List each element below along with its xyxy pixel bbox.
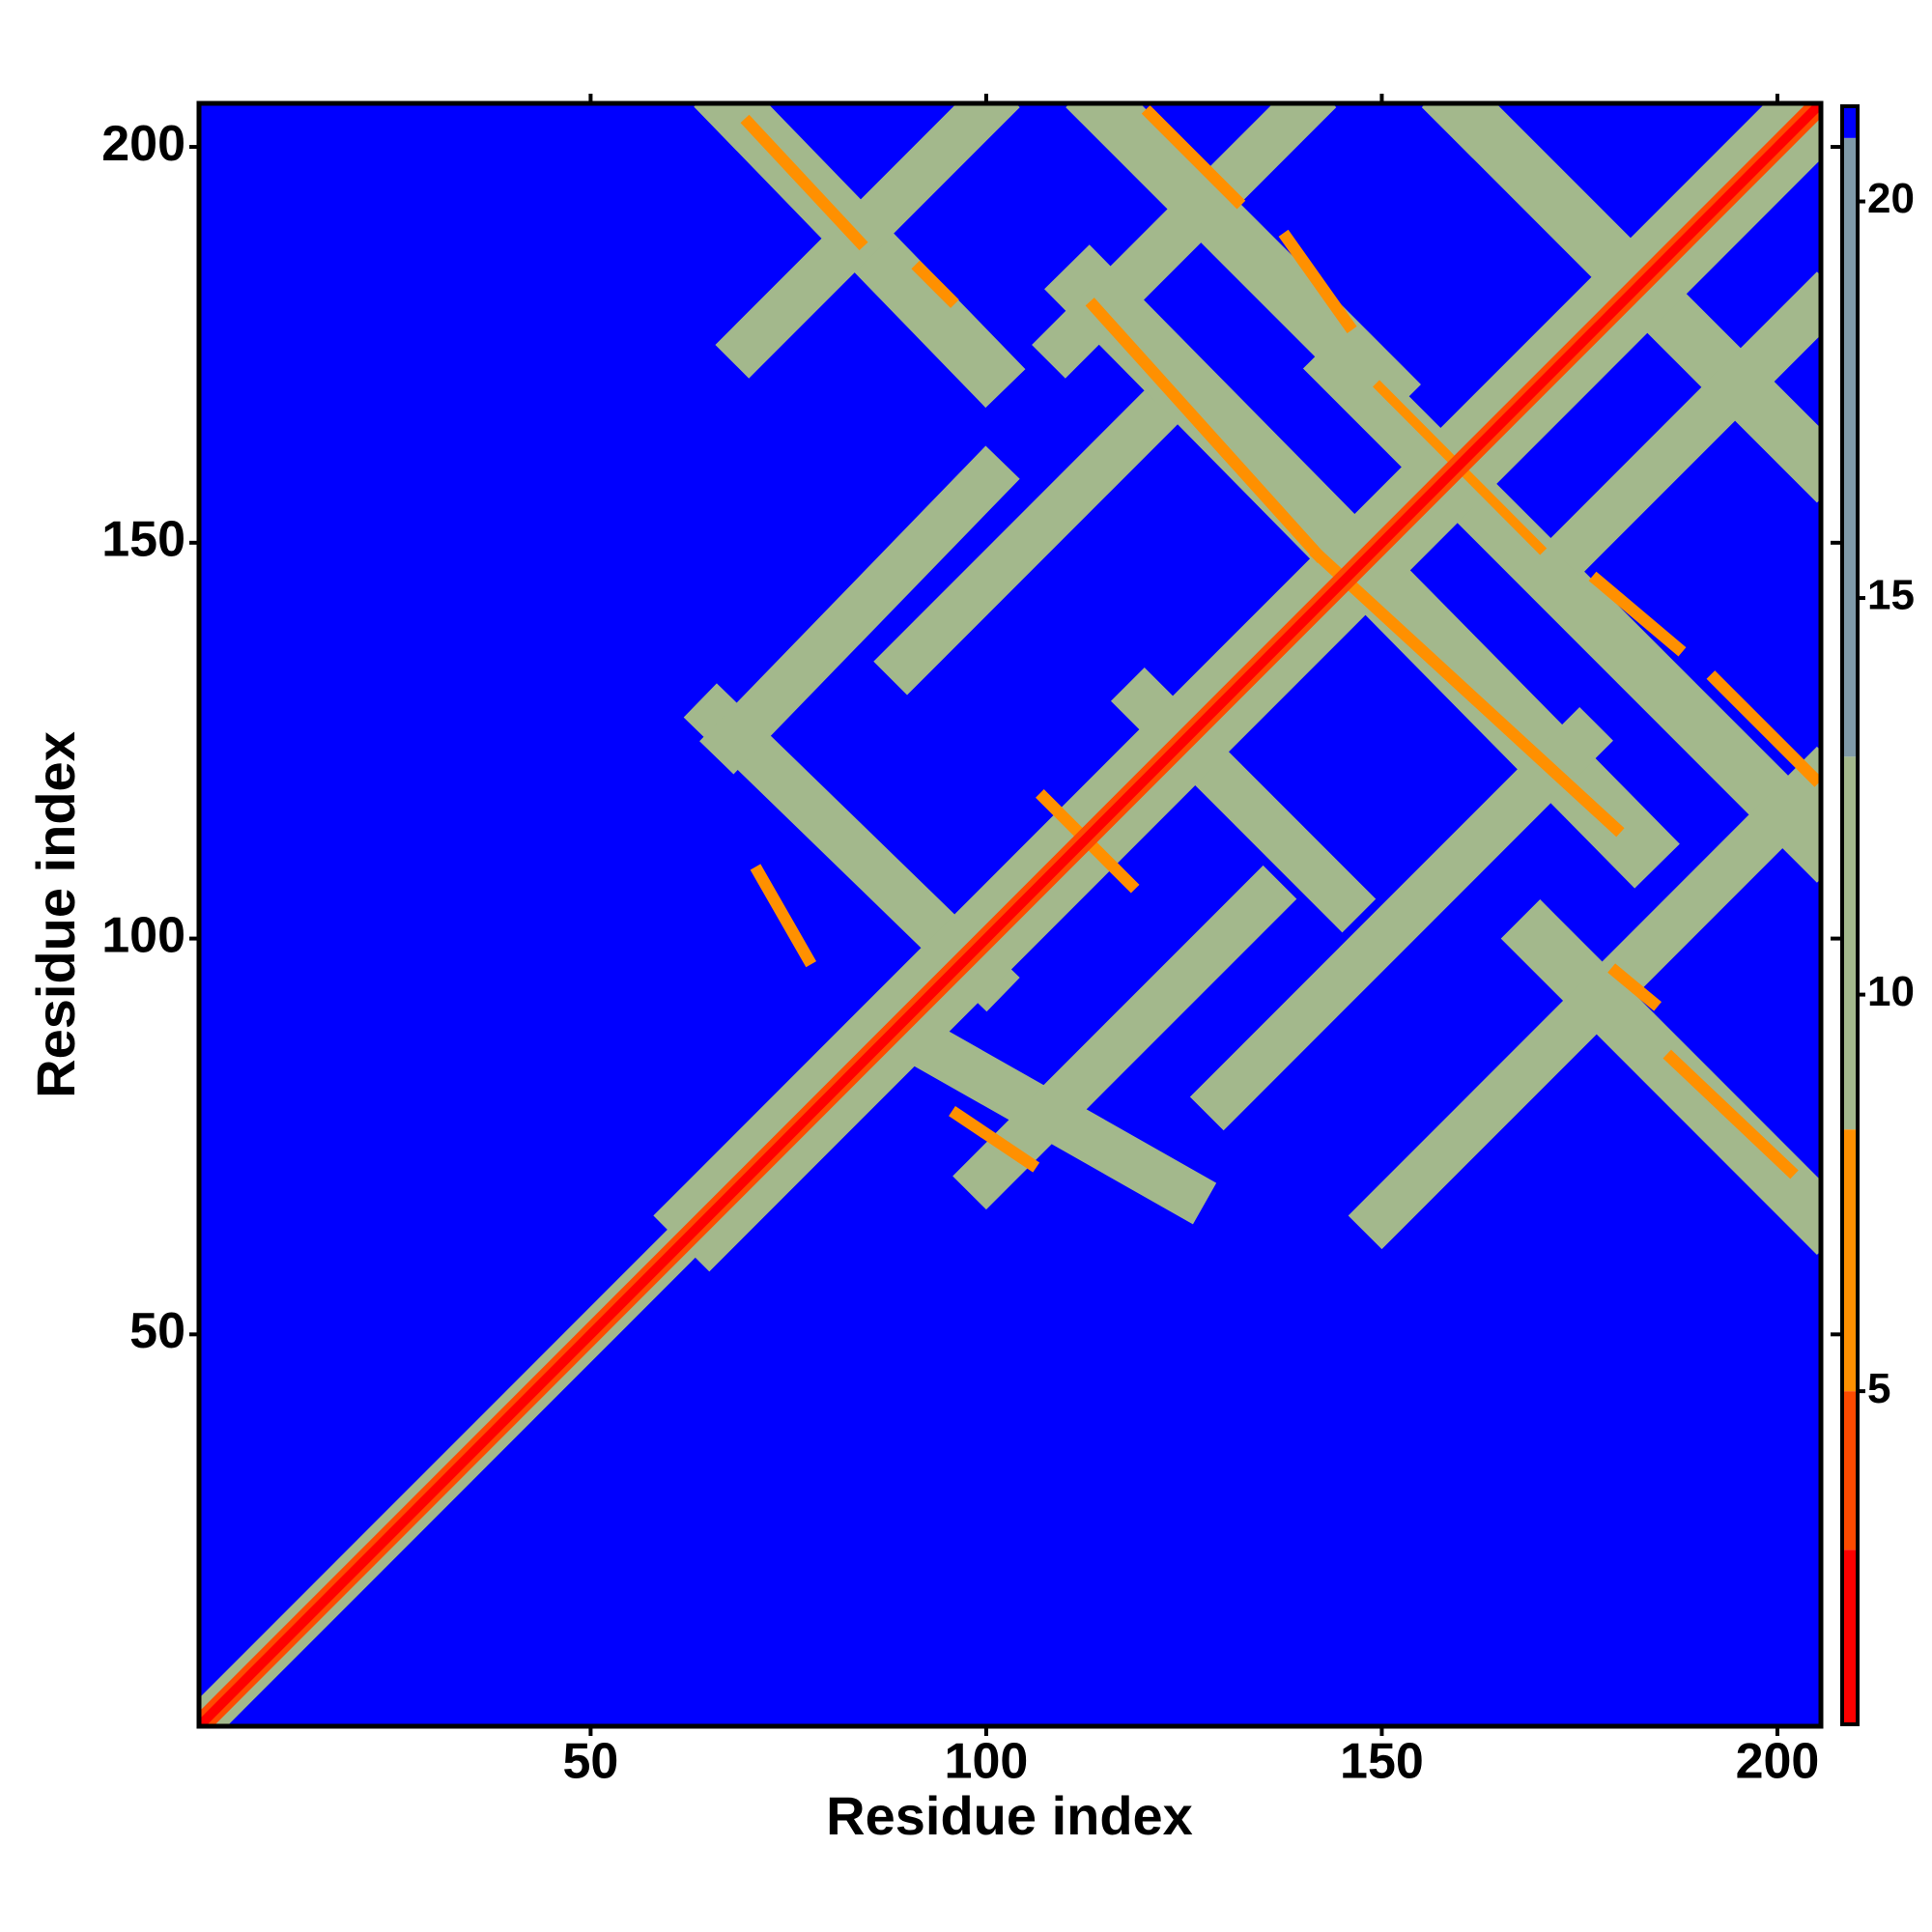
plot-frame (196, 100, 1824, 1729)
heatmap (199, 103, 1821, 1726)
contact-band (949, 1105, 1040, 1173)
y-tick-label: 100 (101, 907, 185, 963)
contact-band (1189, 706, 1613, 1131)
contact-band (1141, 104, 1246, 210)
contact-band (952, 865, 1297, 1210)
colorbar-band (1842, 756, 1858, 1130)
contact-band (1309, 546, 1625, 838)
colorbar-band (1842, 1549, 1858, 1724)
contact-band (1348, 746, 1821, 1250)
contact-band (199, 103, 1821, 1726)
y-tick-label: 200 (101, 116, 185, 172)
x-tick-label: 50 (562, 1734, 618, 1790)
colorbar-tick-label: 20 (1867, 175, 1915, 222)
x-tick-label: 150 (1340, 1734, 1424, 1790)
contact-band (1085, 298, 1326, 563)
colorbar-tick-label: 5 (1867, 1365, 1890, 1412)
y-tick-label: 150 (101, 512, 185, 568)
x-axis-label: Residue index (826, 1785, 1193, 1846)
contact-band (1546, 271, 1821, 577)
contact-band (911, 260, 959, 308)
y-tick-label: 50 (129, 1303, 185, 1359)
colorbar-band (1842, 1391, 1858, 1550)
contact-band (873, 390, 1179, 696)
contact-band (715, 103, 1020, 379)
colorbar-band (1842, 106, 1858, 138)
colorbar-tick-label: 15 (1867, 572, 1915, 619)
colorbar-band (1842, 137, 1858, 757)
contact-band (699, 445, 1020, 775)
contact-band (750, 864, 817, 968)
x-tick-label: 100 (945, 1734, 1029, 1790)
contact-band (1607, 963, 1662, 1011)
y-axis-label: Residue index (25, 731, 86, 1098)
contact-band (1032, 103, 1337, 379)
colorbar-tick-label: 10 (1867, 968, 1915, 1015)
contact-band (1278, 229, 1357, 334)
contact-band (740, 114, 868, 251)
x-tick-label: 200 (1736, 1734, 1820, 1790)
contact-band (1588, 571, 1687, 657)
contact-band (1662, 1049, 1799, 1179)
contact-band (1706, 670, 1821, 787)
colorbar-band (1842, 1129, 1858, 1392)
colorbar-frame (1840, 104, 1860, 1726)
